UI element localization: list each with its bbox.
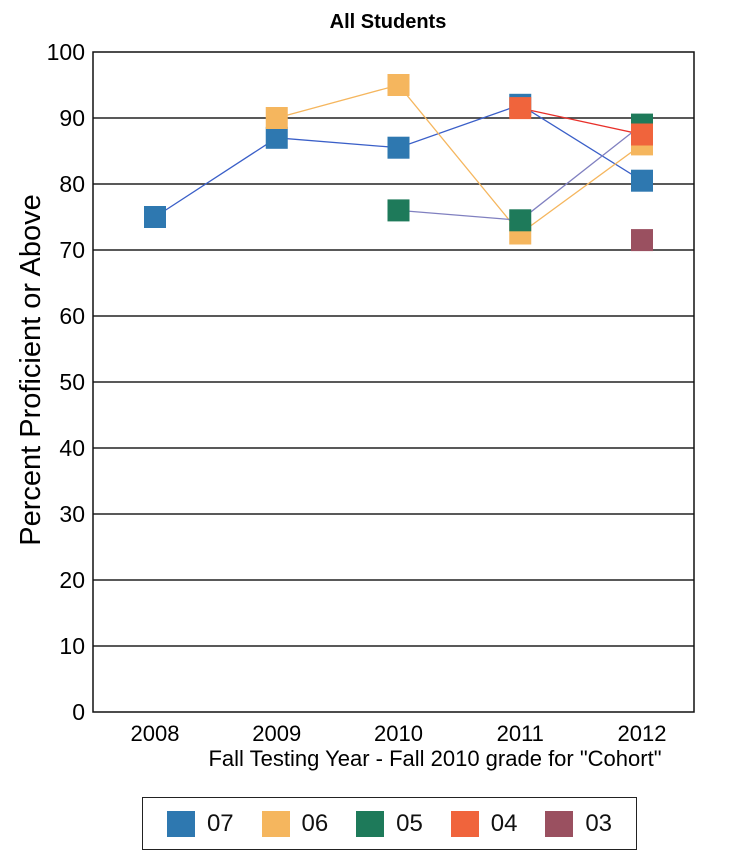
data-point-05 (387, 199, 410, 222)
y-axis-label: Percent Proficient or Above (15, 194, 47, 545)
x-tick-label: 2012 (618, 721, 667, 746)
y-tick-labels: 0 10 20 30 40 50 60 70 80 90 100 (47, 39, 85, 725)
series-points (144, 74, 653, 252)
y-tick-label: 10 (59, 633, 85, 659)
legend-item-04: 04 (450, 809, 518, 838)
legend-item-07: 07 (166, 809, 234, 838)
series-line-06 (276, 84, 643, 235)
data-point-06 (265, 107, 288, 129)
x-tick-label: 2010 (374, 721, 423, 746)
chart: All Students 0 10 20 30 40 50 60 70 80 90 100 2008… (15, 11, 695, 771)
legend-swatch (450, 810, 479, 837)
legend-label: 04 (490, 809, 518, 837)
y-tick-label: 70 (59, 237, 85, 263)
legend-swatch (166, 810, 195, 837)
data-point-03 (631, 229, 653, 252)
legend-label: 03 (585, 809, 613, 837)
legend-swatch (356, 810, 385, 837)
y-tick-label: 50 (59, 369, 85, 395)
legend-item-06: 06 (261, 809, 329, 838)
legend-label: 07 (206, 809, 234, 837)
x-tick-label: 2008 (131, 721, 180, 746)
series-line-04 (520, 107, 643, 136)
legend-swatch (261, 810, 290, 837)
legend-label: 05 (396, 809, 423, 837)
legend-item-03: 03 (545, 810, 612, 838)
chart-title: All Students (330, 11, 447, 33)
legend-label: 06 (301, 809, 329, 837)
y-tick-label: 100 (47, 39, 85, 65)
data-point-04 (631, 123, 653, 146)
data-point-07 (631, 169, 653, 192)
data-point-06 (387, 74, 410, 96)
legend: 07 06 05 04 03 (142, 797, 637, 850)
y-tick-label: 30 (59, 501, 85, 527)
y-tick-label: 40 (59, 435, 85, 461)
x-tick-labels: 2008 2009 2010 2011 2012 (131, 721, 667, 746)
gridlines (93, 117, 694, 647)
y-tick-label: 80 (59, 171, 85, 197)
x-tick-label: 2009 (252, 721, 301, 746)
y-tick-label: 60 (59, 303, 85, 329)
y-tick-label: 0 (72, 699, 85, 725)
x-tick-label: 2011 (497, 721, 544, 746)
y-tick-label: 90 (59, 105, 85, 131)
plot-area-border (92, 51, 695, 713)
y-tick-label: 20 (59, 567, 85, 593)
series-line-05 (398, 124, 643, 221)
data-point-05 (509, 209, 532, 232)
legend-item-05: 05 (356, 810, 423, 838)
data-point-04 (509, 97, 532, 120)
legend-swatch (545, 810, 574, 837)
x-axis-label: Fall Testing Year - Fall 2010 grade for … (208, 746, 661, 771)
data-point-07 (265, 126, 288, 149)
data-point-07 (387, 136, 410, 159)
data-point-07 (144, 206, 166, 228)
